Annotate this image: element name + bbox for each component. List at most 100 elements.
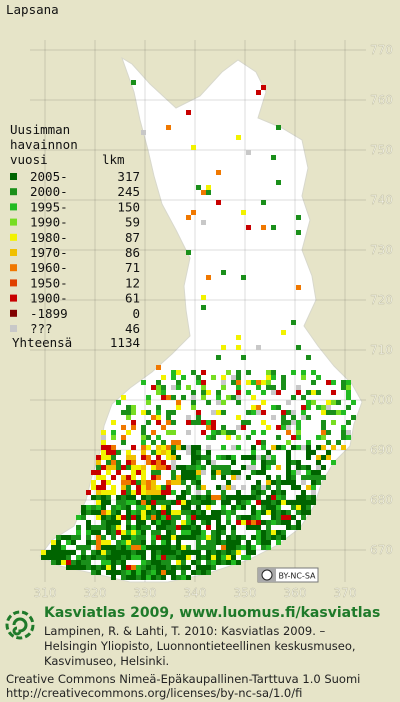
occurrence-cell [221,445,226,450]
map-title: Lapsana [6,2,59,17]
occurrence-cell [341,435,346,440]
y-tick-label: 680 [370,493,393,507]
occurrence-cell [281,515,286,520]
occurrence-cell [91,510,96,515]
occurrence-cell [251,525,256,530]
occurrence-cell [211,500,216,505]
occurrence-cell [281,415,286,420]
occurrence-cell [121,495,126,500]
occurrence-cell [226,465,231,470]
occurrence-cell [201,565,206,570]
occurrence-cell [166,395,171,400]
occurrence-cell [321,465,326,470]
occurrence-cell [316,445,321,450]
occurrence-cell [86,520,91,525]
occurrence-cell [236,425,241,430]
legend-label: -1899 [30,306,68,321]
occurrence-cell [256,510,261,515]
occurrence-cell [211,560,216,565]
occurrence-cell [246,515,251,520]
occurrence-cell [236,435,241,440]
occurrence-cell [96,530,101,535]
occurrence-cell [291,505,296,510]
occurrence-cell [126,550,131,555]
occurrence-cell [291,415,296,420]
occurrence-cell [246,540,251,545]
occurrence-cell [116,545,121,550]
occurrence-cell [116,400,121,405]
occurrence-cell [191,525,196,530]
occurrence-cell [156,565,161,570]
occurrence-cell [251,520,256,525]
occurrence-cell [156,525,161,530]
occurrence-cell [141,555,146,560]
occurrence-cell [296,485,301,490]
occurrence-cell [106,455,111,460]
occurrence-cell [211,435,216,440]
occurrence-cell [341,430,346,435]
occurrence-cell [216,455,221,460]
occurrence-cell [256,495,261,500]
occurrence-cell [171,440,176,445]
occurrence-cell [196,540,201,545]
occurrence-cell [91,540,96,545]
occurrence-cell [171,520,176,525]
occurrence-cell [126,485,131,490]
license-line: http://creativecommons.org/licenses/by-n… [6,686,302,700]
occurrence-cell [206,545,211,550]
occurrence-cell [246,475,251,480]
y-tick-label: 730 [370,243,393,257]
occurrence-cell [176,445,181,450]
occurrence-cell [86,530,91,535]
occurrence-cell [211,510,216,515]
occurrence-cell [116,500,121,505]
occurrence-cell [236,370,241,375]
occurrence-cell [226,520,231,525]
occurrence-cell [256,525,261,530]
occurrence-cell [251,545,256,550]
occurrence-cell [121,500,126,505]
occurrence-cell [191,465,196,470]
occurrence-cell [266,510,271,515]
occurrence-cell [231,460,236,465]
occurrence-cell [276,530,281,535]
occurrence-cell [186,110,191,115]
occurrence-cell [266,450,271,455]
occurrence-cell [281,380,286,385]
occurrence-cell [161,570,166,575]
occurrence-cell [276,435,281,440]
occurrence-cell [236,515,241,520]
occurrence-cell [106,500,111,505]
occurrence-cell [141,425,146,430]
occurrence-cell [91,505,96,510]
occurrence-cell [331,460,336,465]
occurrence-cell [181,565,186,570]
y-tick-label: 770 [370,43,393,57]
occurrence-cell [66,555,71,560]
occurrence-cell [121,535,126,540]
occurrence-cell [271,530,276,535]
occurrence-cell [206,570,211,575]
occurrence-cell [101,445,106,450]
map: 310 320 330 340 350 360 3706706806907007107207… [30,40,393,600]
occurrence-cell [286,470,291,475]
occurrence-cell [176,500,181,505]
occurrence-cell [246,390,251,395]
occurrence-cell [181,545,186,550]
occurrence-cell [311,400,316,405]
occurrence-cell [56,535,61,540]
occurrence-cell [111,485,116,490]
occurrence-cell [116,550,121,555]
occurrence-cell [126,545,131,550]
occurrence-cell [151,465,156,470]
occurrence-cell [156,545,161,550]
occurrence-cell [216,520,221,525]
occurrence-cell [66,565,71,570]
occurrence-cell [276,485,281,490]
y-tick-label: 670 [370,543,393,557]
occurrence-cell [201,535,206,540]
occurrence-cell [256,410,261,415]
occurrence-cell [81,510,86,515]
occurrence-cell [261,400,266,405]
occurrence-cell [166,490,171,495]
